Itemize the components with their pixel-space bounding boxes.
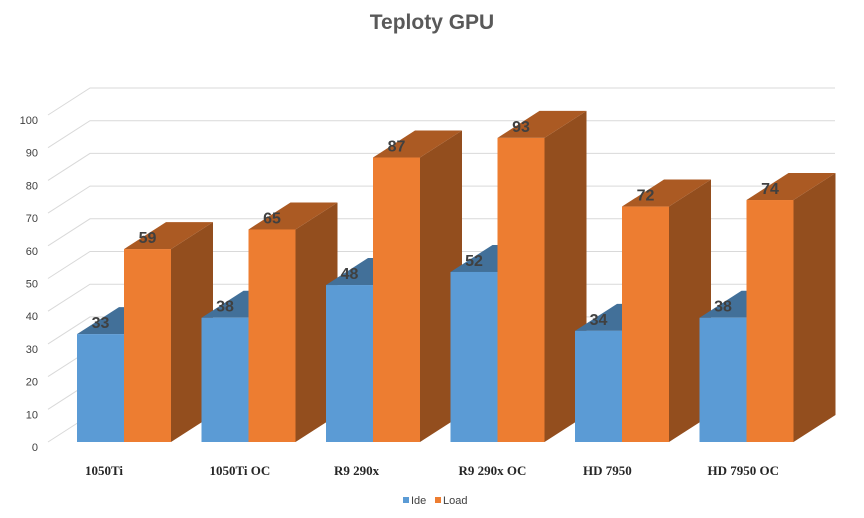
data-label-ide-0: 33 bbox=[92, 315, 110, 332]
legend-swatch-ide bbox=[403, 497, 409, 503]
y-tick-label: 30 bbox=[26, 344, 38, 356]
x-tick-label: 1050Ti bbox=[85, 463, 123, 478]
gridline bbox=[47, 185, 835, 214]
y-axis-ticks: 0 10 20 30 40 50 60 70 80 90 100 bbox=[20, 115, 38, 454]
gridline bbox=[47, 152, 835, 181]
y-tick-label: 60 bbox=[26, 246, 38, 258]
x-tick-label: R9 290x bbox=[334, 463, 380, 478]
y-tick-label: 100 bbox=[20, 115, 38, 127]
data-label-load-1: 65 bbox=[263, 210, 281, 227]
y-tick-label: 40 bbox=[26, 311, 38, 323]
data-label-load-5: 74 bbox=[761, 181, 779, 198]
x-tick-label: HD 7950 OC bbox=[708, 463, 780, 478]
gridline bbox=[47, 316, 835, 345]
y-tick-label: 70 bbox=[26, 213, 38, 225]
bar-load-4 bbox=[622, 179, 711, 442]
y-tick-label: 20 bbox=[26, 377, 38, 389]
y-tick-label: 0 bbox=[32, 442, 38, 454]
data-label-ide-5: 38 bbox=[714, 299, 732, 316]
bar-load-5 bbox=[746, 173, 836, 442]
data-label-load-0: 59 bbox=[139, 230, 157, 247]
gridline bbox=[47, 251, 835, 279]
gridline bbox=[47, 218, 835, 247]
data-label-ide-2: 48 bbox=[341, 266, 359, 283]
bar-load-0 bbox=[124, 222, 213, 442]
x-tick-label: HD 7950 bbox=[583, 463, 632, 478]
bar-load-2 bbox=[373, 130, 462, 442]
data-label-ide-3: 52 bbox=[465, 253, 483, 270]
data-label-ide-1: 38 bbox=[216, 299, 234, 316]
bars: 33 59 38 65 48 87 52 93 34 72 38 74 bbox=[77, 110, 836, 442]
gridline bbox=[47, 120, 835, 149]
data-label-load-3: 93 bbox=[512, 119, 530, 136]
bar-load-1 bbox=[248, 202, 338, 442]
x-tick-label: 1050Ti OC bbox=[210, 463, 271, 478]
data-label-load-2: 87 bbox=[388, 139, 406, 156]
y-tick-label: 80 bbox=[26, 180, 38, 192]
chart-title: Teploty GPU bbox=[370, 11, 494, 34]
data-label-ide-4: 34 bbox=[590, 312, 608, 329]
legend: Ide Load bbox=[403, 495, 467, 507]
gridline bbox=[47, 87, 835, 116]
y-tick-label: 10 bbox=[26, 409, 38, 421]
gridline bbox=[47, 283, 835, 312]
legend-label-ide: Ide bbox=[411, 495, 426, 507]
data-label-load-4: 72 bbox=[637, 188, 655, 205]
gridlines bbox=[47, 87, 835, 443]
x-tick-label: R9 290x OC bbox=[459, 463, 527, 478]
legend-label-load: Load bbox=[443, 495, 467, 507]
x-axis-ticks: 1050Ti 1050Ti OC R9 290x R9 290x OC HD 7950 H… bbox=[85, 463, 779, 478]
legend-swatch-load bbox=[435, 497, 441, 503]
y-tick-label: 50 bbox=[26, 279, 38, 291]
y-tick-label: 90 bbox=[26, 148, 38, 160]
bar-load-3 bbox=[497, 110, 587, 442]
